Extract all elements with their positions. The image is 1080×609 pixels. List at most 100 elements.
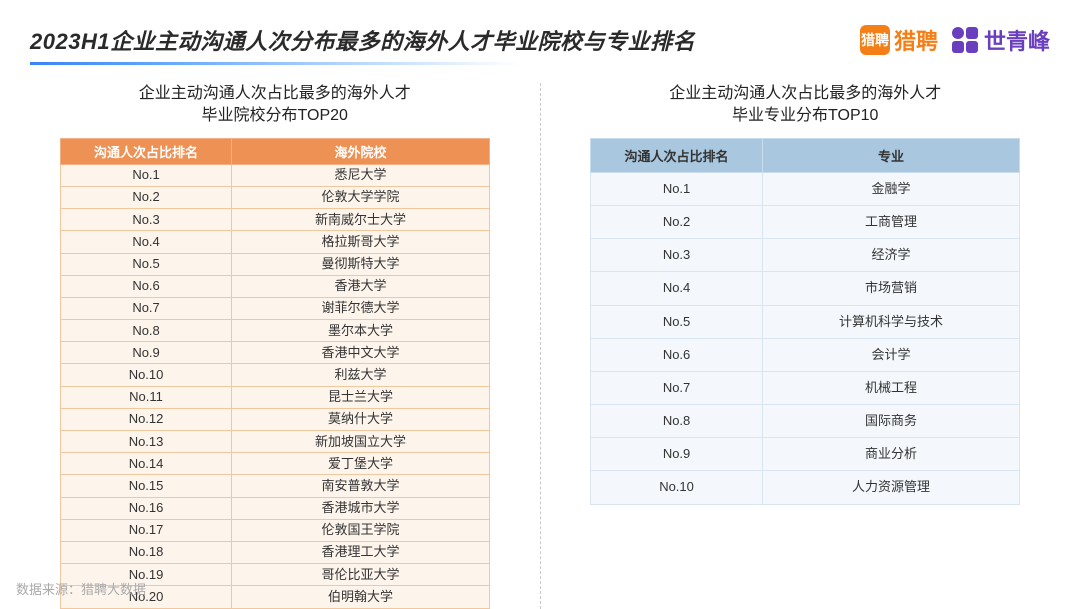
majors-col-rank: 沟通人次占比排名	[591, 138, 763, 172]
cell-rank: No.12	[60, 408, 232, 430]
cell-rank: No.6	[591, 338, 763, 371]
cell-name: 计算机科学与技术	[762, 305, 1019, 338]
cell-name: 格拉斯哥大学	[232, 231, 489, 253]
cell-name: 南安普敦大学	[232, 475, 489, 497]
cell-name: 新南威尔士大学	[232, 209, 489, 231]
cell-name: 哥伦比亚大学	[232, 564, 489, 586]
cell-rank: No.3	[60, 209, 232, 231]
table-row: No.18香港理工大学	[60, 541, 489, 563]
sqf-logo: 世青峰	[952, 24, 1050, 56]
vertical-divider	[540, 83, 541, 609]
cell-name: 莫纳什大学	[232, 408, 489, 430]
majors-subtitle-l1: 企业主动沟通人次占比最多的海外人才	[669, 85, 941, 102]
table-row: No.6香港大学	[60, 275, 489, 297]
cell-name: 经济学	[762, 239, 1019, 272]
cell-rank: No.10	[60, 364, 232, 386]
table-row: No.4格拉斯哥大学	[60, 231, 489, 253]
majors-subtitle-l2: 毕业专业分布TOP10	[732, 107, 878, 124]
cell-name: 伦敦大学学院	[232, 186, 489, 208]
cell-name: 香港理工大学	[232, 541, 489, 563]
cell-rank: No.1	[60, 164, 232, 186]
cell-rank: No.14	[60, 453, 232, 475]
cell-rank: No.11	[60, 386, 232, 408]
table-row: No.15南安普敦大学	[60, 475, 489, 497]
cell-name: 伦敦国王学院	[232, 519, 489, 541]
cell-name: 工商管理	[762, 205, 1019, 238]
table-row: No.5计算机科学与技术	[591, 305, 1020, 338]
liepin-logo: 猎聘 猎聘	[860, 24, 938, 56]
table-row: No.10人力资源管理	[591, 471, 1020, 504]
table-header-row: 沟通人次占比排名 海外院校	[60, 138, 489, 164]
cell-name: 爱丁堡大学	[232, 453, 489, 475]
cell-name: 香港中文大学	[232, 342, 489, 364]
cell-name: 谢菲尔德大学	[232, 297, 489, 319]
table-row: No.8国际商务	[591, 405, 1020, 438]
table-row: No.14爱丁堡大学	[60, 453, 489, 475]
table-row: No.13新加坡国立大学	[60, 431, 489, 453]
cell-rank: No.18	[60, 541, 232, 563]
cell-name: 机械工程	[762, 371, 1019, 404]
cell-rank: No.13	[60, 431, 232, 453]
cell-name: 曼彻斯特大学	[232, 253, 489, 275]
cell-name: 商业分析	[762, 438, 1019, 471]
table-row: No.3新南威尔士大学	[60, 209, 489, 231]
cell-rank: No.2	[60, 186, 232, 208]
table-row: No.8墨尔本大学	[60, 320, 489, 342]
schools-table: 沟通人次占比排名 海外院校 No.1悉尼大学No.2伦敦大学学院No.3新南威尔…	[60, 138, 490, 609]
sqf-icon	[952, 27, 978, 53]
cell-rank: No.7	[60, 297, 232, 319]
table-header-row: 沟通人次占比排名 专业	[591, 138, 1020, 172]
cell-name: 利兹大学	[232, 364, 489, 386]
majors-col-name: 专业	[762, 138, 1019, 172]
cell-name: 香港城市大学	[232, 497, 489, 519]
cell-name: 昆士兰大学	[232, 386, 489, 408]
cell-name: 金融学	[762, 172, 1019, 205]
table-row: No.3经济学	[591, 239, 1020, 272]
title-underline	[30, 62, 520, 65]
logo-group: 猎聘 猎聘 世青峰	[860, 24, 1050, 56]
cell-rank: No.9	[60, 342, 232, 364]
schools-subtitle-l2: 毕业院校分布TOP20	[202, 107, 348, 124]
table-row: No.11昆士兰大学	[60, 386, 489, 408]
schools-subtitle-l1: 企业主动沟通人次占比最多的海外人才	[139, 85, 411, 102]
cell-name: 会计学	[762, 338, 1019, 371]
cell-name: 悉尼大学	[232, 164, 489, 186]
cell-rank: No.7	[591, 371, 763, 404]
liepin-icon: 猎聘	[860, 25, 890, 55]
table-row: No.7机械工程	[591, 371, 1020, 404]
cell-rank: No.6	[60, 275, 232, 297]
schools-subtitle: 企业主动沟通人次占比最多的海外人才 毕业院校分布TOP20	[30, 83, 520, 128]
table-row: No.2伦敦大学学院	[60, 186, 489, 208]
cell-rank: No.5	[60, 253, 232, 275]
table-row: No.12莫纳什大学	[60, 408, 489, 430]
sqf-text: 世青峰	[984, 24, 1050, 56]
data-source-label: 数据来源：猎聘大数据	[16, 579, 146, 598]
cell-rank: No.3	[591, 239, 763, 272]
cell-name: 市场营销	[762, 272, 1019, 305]
panel-schools: 企业主动沟通人次占比最多的海外人才 毕业院校分布TOP20 沟通人次占比排名 海…	[30, 83, 520, 609]
schools-col-name: 海外院校	[232, 138, 489, 164]
cell-name: 人力资源管理	[762, 471, 1019, 504]
cell-rank: No.10	[591, 471, 763, 504]
majors-table: 沟通人次占比排名 专业 No.1金融学No.2工商管理No.3经济学No.4市场…	[590, 138, 1020, 505]
cell-rank: No.15	[60, 475, 232, 497]
table-row: No.7谢菲尔德大学	[60, 297, 489, 319]
liepin-text: 猎聘	[894, 24, 938, 56]
cell-name: 新加坡国立大学	[232, 431, 489, 453]
page: 2023H1企业主动沟通人次分布最多的海外人才毕业院校与专业排名 猎聘 猎聘 世…	[0, 0, 1080, 608]
cell-rank: No.8	[60, 320, 232, 342]
content: 企业主动沟通人次占比最多的海外人才 毕业院校分布TOP20 沟通人次占比排名 海…	[30, 83, 1050, 609]
table-row: No.17伦敦国王学院	[60, 519, 489, 541]
table-row: No.1悉尼大学	[60, 164, 489, 186]
table-row: No.1金融学	[591, 172, 1020, 205]
schools-col-rank: 沟通人次占比排名	[60, 138, 232, 164]
cell-rank: No.2	[591, 205, 763, 238]
table-row: No.10利兹大学	[60, 364, 489, 386]
cell-rank: No.16	[60, 497, 232, 519]
page-title: 2023H1企业主动沟通人次分布最多的海外人才毕业院校与专业排名	[30, 24, 695, 56]
cell-name: 国际商务	[762, 405, 1019, 438]
table-row: No.16香港城市大学	[60, 497, 489, 519]
table-row: No.9商业分析	[591, 438, 1020, 471]
cell-name: 墨尔本大学	[232, 320, 489, 342]
cell-rank: No.9	[591, 438, 763, 471]
